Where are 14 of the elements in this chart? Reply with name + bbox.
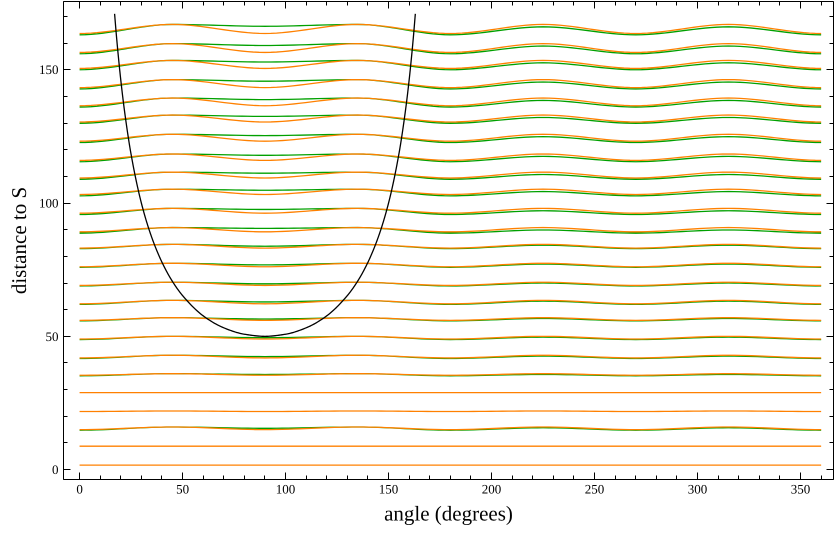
x-tick-label: 300 <box>688 482 708 496</box>
x-axis-title: angle (degrees) <box>384 502 513 526</box>
x-tick-label: 200 <box>482 482 502 496</box>
x-tick-label: 50 <box>176 482 190 496</box>
y-tick-label: 100 <box>39 196 58 211</box>
y-tick-label: 150 <box>39 62 58 78</box>
y-tick-label: 50 <box>46 328 58 344</box>
x-tick-label: 100 <box>276 482 296 496</box>
y-tick-label: 0 <box>52 462 58 478</box>
y-axis-title: distance to S <box>7 186 31 294</box>
x-tick-label: 350 <box>790 482 810 496</box>
x-tick-label: 250 <box>584 482 604 496</box>
x-tick-label: 150 <box>378 482 398 496</box>
x-tick-label: 0 <box>76 482 83 496</box>
